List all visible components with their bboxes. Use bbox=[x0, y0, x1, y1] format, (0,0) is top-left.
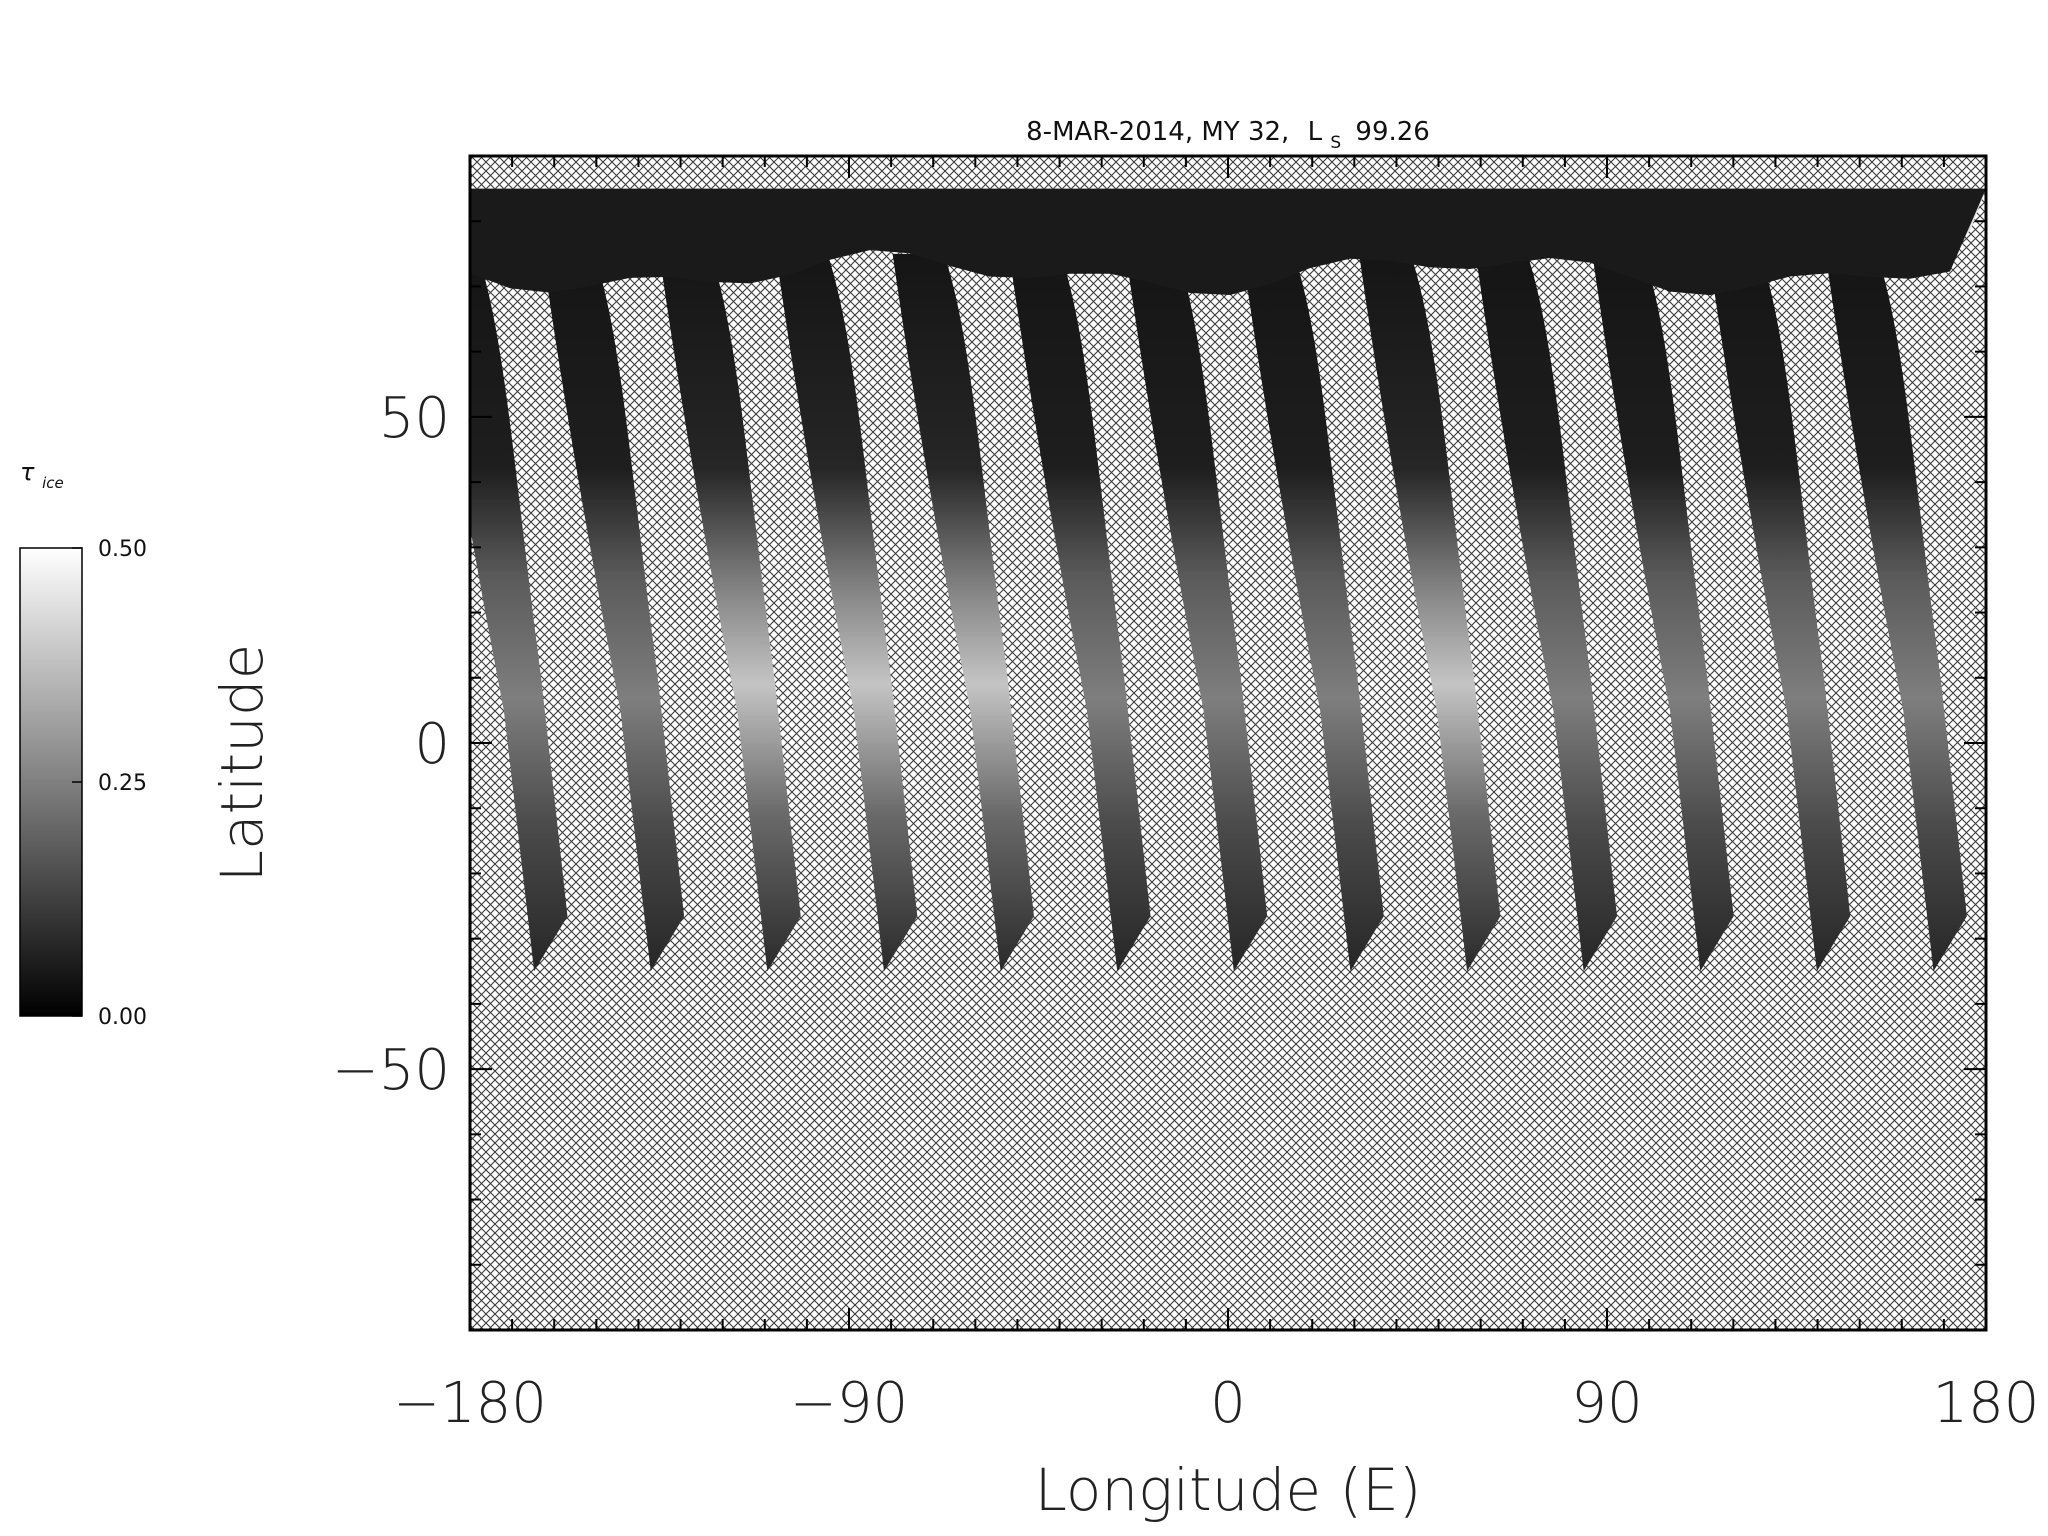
orbit-swath bbox=[659, 253, 801, 972]
colorbar-symbol: τ bbox=[20, 458, 35, 486]
map-plot-area bbox=[468, 154, 1988, 1332]
colorbar-gradient bbox=[19, 547, 83, 1017]
orbit-swath bbox=[892, 253, 1034, 972]
x-axis-title: Longitude (E) bbox=[1035, 1456, 1422, 1524]
x-tick-label: 0 bbox=[1210, 1371, 1246, 1436]
orbit-swath bbox=[1825, 253, 1967, 972]
orbit-swath bbox=[1592, 253, 1734, 972]
swath-group bbox=[470, 253, 1967, 972]
tick-marks bbox=[469, 155, 1987, 1331]
colorbar-subscript: ice bbox=[42, 474, 64, 492]
colorbar-tick-label: 0.50 bbox=[98, 537, 147, 562]
orbit-swath bbox=[542, 253, 685, 972]
title-ls-subscript: S bbox=[1330, 133, 1341, 153]
title-ls-value: 99.26 bbox=[1355, 117, 1429, 147]
y-axis-title: Latitude bbox=[208, 644, 276, 883]
orbit-swath bbox=[1009, 253, 1151, 972]
y-tick-labels: 50 0 −50 bbox=[332, 386, 450, 1103]
title-ls-symbol: L bbox=[1308, 117, 1323, 147]
colorbar-ticks: 0.50 0.25 0.00 bbox=[72, 537, 147, 1030]
orbit-swath bbox=[1708, 253, 1851, 972]
orbit-swath bbox=[1125, 253, 1268, 972]
colorbar-tick-label: 0.25 bbox=[98, 771, 147, 796]
orbit-swath bbox=[775, 253, 918, 972]
title-date: 8-MAR-2014, MY 32, bbox=[1026, 117, 1289, 147]
north-dark-band bbox=[470, 188, 1986, 296]
x-tick-label: −180 bbox=[393, 1371, 547, 1436]
y-tick-label: 0 bbox=[414, 712, 450, 777]
colorbar-title: τ ice bbox=[20, 458, 64, 492]
x-tick-label: −90 bbox=[790, 1371, 908, 1436]
x-tick-label: 90 bbox=[1571, 1371, 1642, 1436]
y-tick-label: −50 bbox=[332, 1038, 450, 1103]
data-layer bbox=[470, 188, 1986, 972]
orbit-swath bbox=[1242, 253, 1384, 972]
orbit-swath bbox=[470, 253, 568, 972]
colorbar: τ ice 0.50 0.25 0.00 bbox=[19, 458, 147, 1030]
map-title: 8-MAR-2014, MY 32, L S 99.26 bbox=[1026, 117, 1430, 155]
x-tick-labels: −180 −90 0 90 180 bbox=[393, 1371, 2039, 1436]
x-tick-label: 180 bbox=[1933, 1371, 2040, 1436]
y-tick-label: 50 bbox=[379, 386, 450, 451]
orbit-swath bbox=[1359, 253, 1501, 972]
orbit-swath bbox=[1475, 253, 1618, 972]
colorbar-tick-label: 0.00 bbox=[98, 1005, 147, 1030]
